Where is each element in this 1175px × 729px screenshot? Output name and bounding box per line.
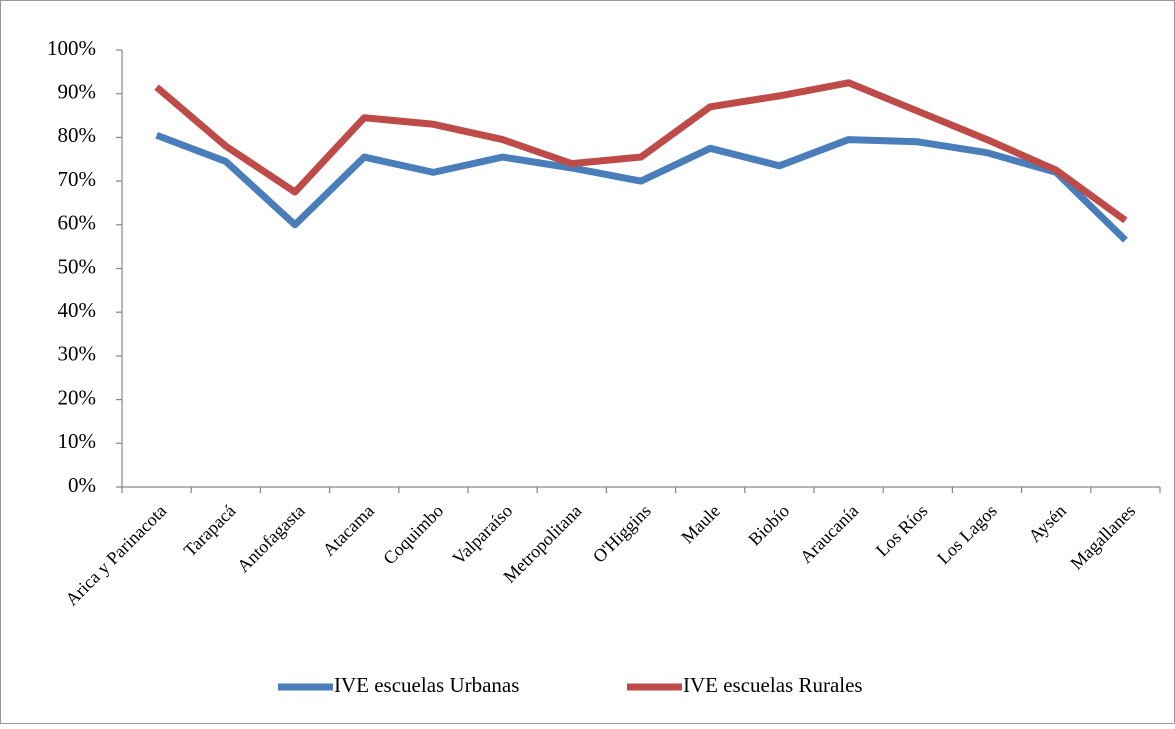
- y-tick-label: 30%: [58, 342, 97, 366]
- y-tick-label: 40%: [58, 298, 97, 322]
- y-tick-label: 50%: [58, 254, 97, 278]
- legend-label: IVE escuelas Rurales: [683, 673, 863, 697]
- data-line: [154, 79, 1128, 224]
- y-tick-label: 20%: [58, 385, 97, 409]
- legend-label: IVE escuelas Urbanas: [334, 673, 519, 697]
- y-tick-label: 90%: [58, 80, 97, 104]
- y-tick-label: 80%: [58, 123, 97, 147]
- data-line: [155, 131, 1128, 243]
- y-tick-label: 100%: [47, 36, 96, 60]
- y-tick-label: 10%: [58, 429, 97, 453]
- y-tick-label: 60%: [58, 211, 97, 235]
- y-tick-label: 70%: [58, 167, 97, 191]
- y-tick-label: 0%: [68, 473, 96, 497]
